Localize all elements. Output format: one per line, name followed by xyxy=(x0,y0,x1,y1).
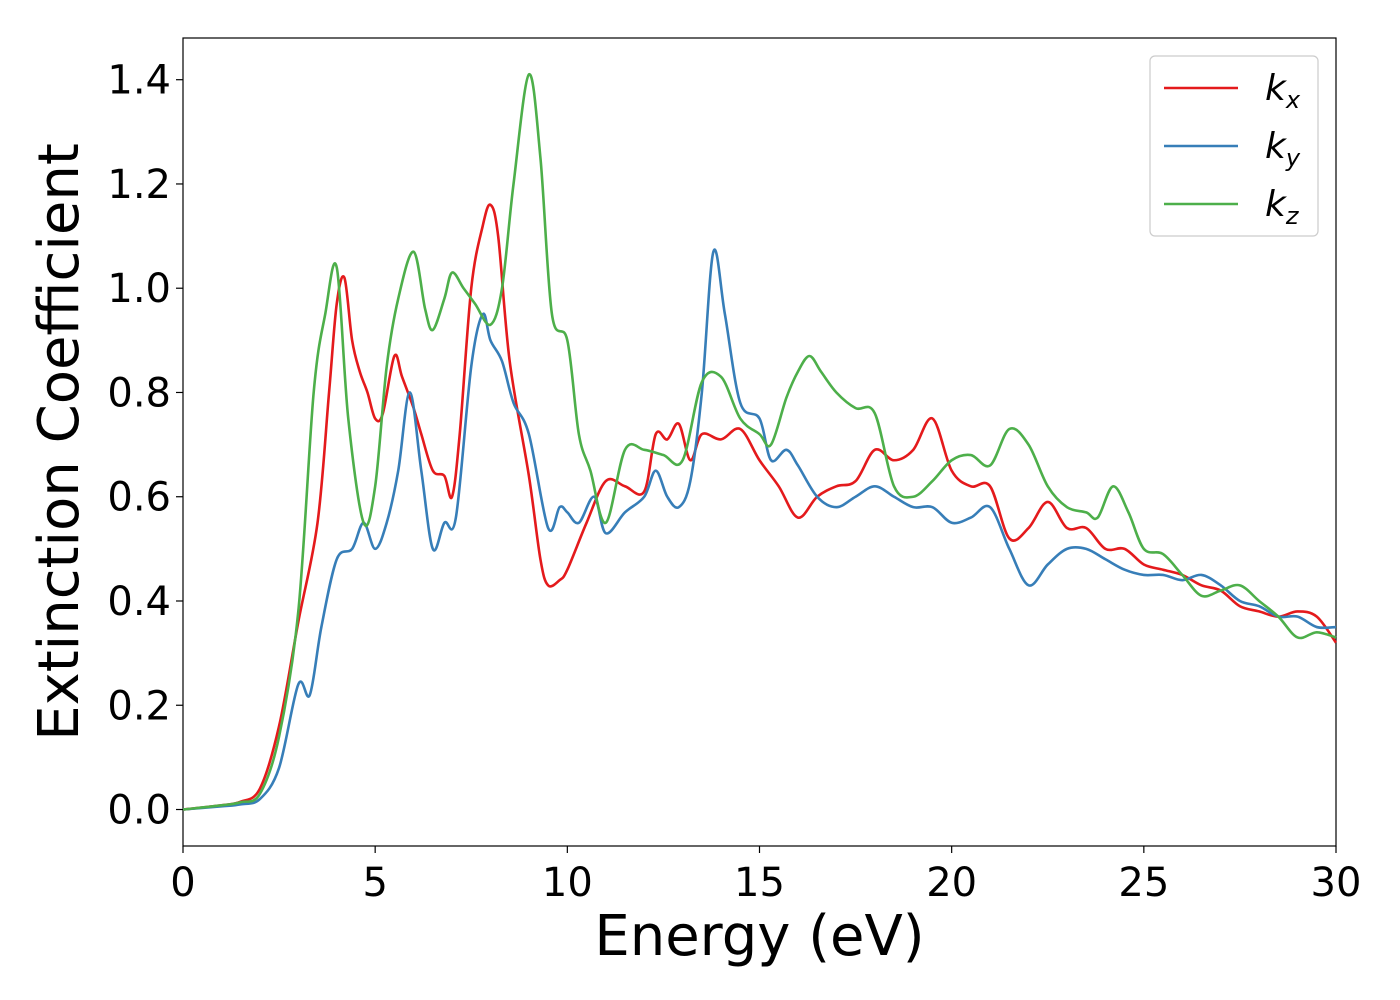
legend-label-base: k xyxy=(1265,184,1288,225)
y-tick-label: 0.8 xyxy=(107,370,171,416)
x-tick-label: 30 xyxy=(1311,860,1362,906)
legend-item-y: ky xyxy=(1164,126,1301,172)
x-axis-label: Energy (eV) xyxy=(594,904,924,969)
legend-item-x: kx xyxy=(1164,68,1301,114)
y-tick-label: 0.6 xyxy=(107,475,171,521)
x-tick-label: 15 xyxy=(734,860,785,906)
x-tick-label: 5 xyxy=(362,860,387,906)
legend-label-base: k xyxy=(1265,68,1288,109)
x-tick-label: 0 xyxy=(170,860,195,906)
x-axis: 0 5 10 15 20 25 30 xyxy=(170,846,1361,906)
legend-label: kx xyxy=(1265,68,1301,114)
series-line-y xyxy=(182,248,1337,811)
series-group xyxy=(182,73,1338,811)
y-axis-label: Extinction Coefficient xyxy=(27,143,92,741)
x-tick-label: 10 xyxy=(542,860,593,906)
x-tick-label: 20 xyxy=(926,860,977,906)
y-axis: 0.0 0.2 0.4 0.6 0.8 1.0 1.2 1.4 xyxy=(107,58,183,834)
y-tick-label: 0.0 xyxy=(107,788,171,834)
legend-label-subscript: z xyxy=(1285,202,1300,230)
legend-item-z: kz xyxy=(1164,184,1300,230)
y-tick-label: 1.4 xyxy=(107,58,171,104)
legend-label-subscript: y xyxy=(1285,144,1301,172)
y-tick-label: 0.2 xyxy=(107,683,171,729)
legend-label-subscript: x xyxy=(1285,86,1301,114)
y-tick-label: 1.2 xyxy=(107,162,171,208)
legend-label: ky xyxy=(1265,126,1301,172)
y-tick-label: 0.4 xyxy=(107,579,171,625)
series-line-x xyxy=(182,203,1338,811)
y-tick-label: 1.0 xyxy=(107,266,171,312)
legend-label-base: k xyxy=(1265,126,1288,167)
legend-label: kz xyxy=(1265,184,1300,230)
series-line-z xyxy=(182,73,1337,811)
x-tick-label: 25 xyxy=(1118,860,1169,906)
